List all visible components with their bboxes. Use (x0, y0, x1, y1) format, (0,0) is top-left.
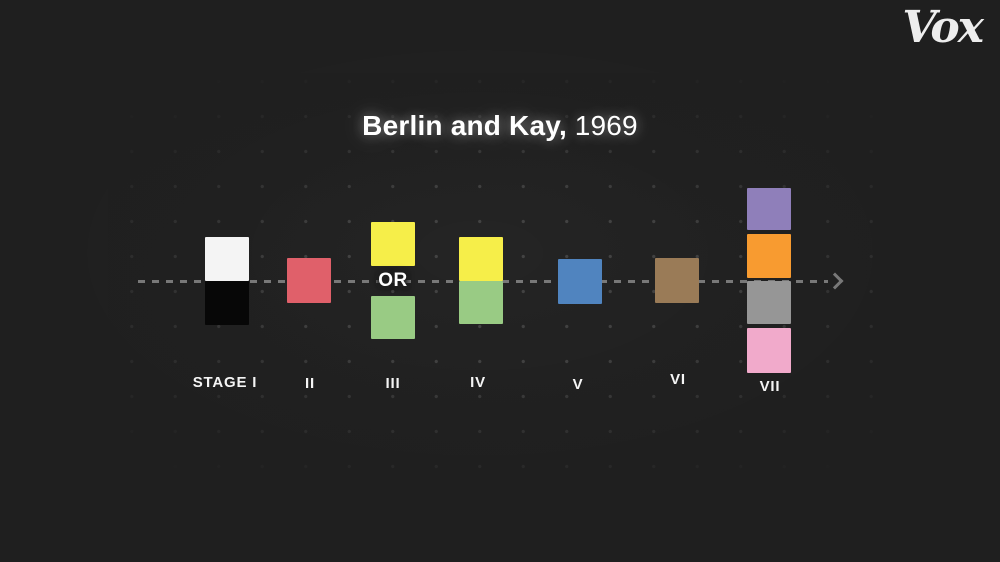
gray-color-swatch (747, 281, 791, 324)
black-color-swatch (205, 281, 249, 325)
page-title: Berlin and Kay, 1969 (0, 110, 1000, 142)
stage-label-1: STAGE I (192, 374, 258, 391)
green-color-swatch (371, 296, 415, 339)
blue-color-swatch (558, 259, 602, 304)
yellow-color-swatch (459, 237, 503, 281)
stage-label-2: II (305, 375, 315, 392)
red-color-swatch (287, 258, 331, 303)
title-year: 1969 (574, 110, 638, 141)
or-label: OR (378, 270, 408, 291)
title-main: Berlin and Kay, (362, 110, 567, 141)
brown-color-swatch (655, 258, 699, 303)
orange-color-swatch (747, 234, 791, 278)
stage-label-4: IV (470, 374, 486, 391)
purple-color-swatch (747, 188, 791, 230)
stage-label-6: VI (670, 371, 686, 388)
vox-logo: Vox (902, 2, 984, 53)
stage-label-5: V (572, 376, 584, 393)
pink-color-swatch (747, 328, 791, 373)
stage-label-7: VII (759, 378, 781, 395)
white-color-swatch (205, 237, 249, 281)
green-color-swatch (459, 281, 503, 324)
yellow-color-swatch (371, 222, 415, 266)
stage-label-3: III (385, 375, 401, 392)
